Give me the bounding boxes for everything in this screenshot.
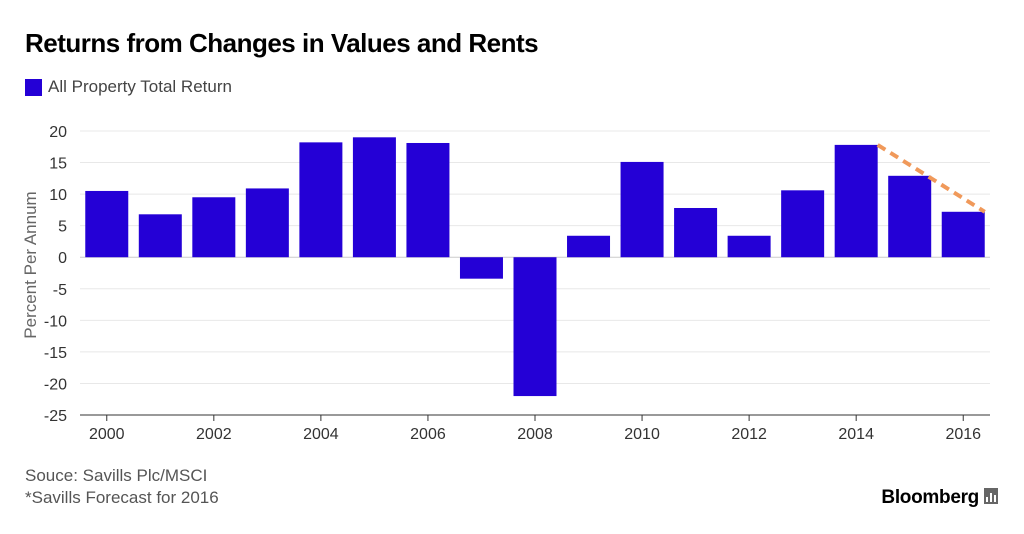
bar-2011 [674, 207, 718, 258]
bar-2008 [513, 257, 557, 397]
y-tick-labels: 20 15 10 5 0 -5 -10 -15 -20 -25 [44, 124, 67, 425]
y-tick-label: -5 [53, 282, 67, 299]
y-tick-label: 5 [58, 219, 67, 236]
y-tick-label: 15 [49, 156, 67, 173]
y-tick-label: 20 [49, 124, 67, 141]
x-tick-label: 2006 [410, 426, 446, 443]
x-tick-label: 2004 [303, 426, 339, 443]
bar-2001 [138, 214, 182, 258]
bar-2012 [727, 235, 771, 258]
x-tick-label: 2002 [196, 426, 232, 443]
y-tick-label: -15 [44, 345, 67, 362]
bar-2013 [781, 190, 825, 258]
forecast-note: *Savills Forecast for 2016 [25, 488, 219, 507]
x-tick-label: 2016 [945, 426, 981, 443]
bar-chart-icon [984, 487, 998, 509]
x-tick-label: 2014 [838, 426, 874, 443]
bar-2004 [299, 142, 343, 258]
bars [85, 137, 985, 397]
source-note: Souce: Savills Plc/MSCI [25, 466, 208, 485]
bar-2009 [567, 235, 611, 258]
x-tick-labels: 2000 2002 2004 2006 2008 2010 2012 2014 2016 [89, 426, 981, 443]
x-tick-label: 2012 [731, 426, 767, 443]
bar-2003 [245, 188, 289, 258]
bar-2016 [941, 211, 985, 258]
x-tick-label: 2000 [89, 426, 125, 443]
y-tick-label: 0 [58, 250, 67, 267]
x-tick-label: 2010 [624, 426, 660, 443]
brand-name: Bloomberg [881, 487, 979, 508]
chart-title: Returns from Changes in Values and Rents [25, 28, 539, 58]
bar-2000 [85, 190, 129, 258]
bar-2002 [192, 197, 236, 258]
legend-swatch [25, 78, 42, 96]
bar-2010 [620, 161, 664, 258]
forecast-trend [876, 143, 986, 214]
forecast-trend-line [876, 143, 986, 214]
brand-logo: Bloomberg [881, 487, 998, 509]
bar-2014 [834, 144, 878, 258]
y-tick-label: -25 [44, 408, 67, 425]
legend: All Property Total Return [25, 77, 232, 97]
y-tick-label: 10 [49, 187, 67, 204]
bar-2007 [459, 257, 503, 279]
bar-2005 [352, 137, 396, 258]
y-tick-label: -10 [44, 313, 67, 330]
y-tick-label: -20 [44, 376, 67, 393]
x-tick-label: 2008 [517, 426, 553, 443]
bar-2006 [406, 142, 450, 258]
bar-2015 [888, 175, 932, 258]
x-axis [80, 414, 990, 421]
legend-label: All Property Total Return [48, 77, 232, 96]
